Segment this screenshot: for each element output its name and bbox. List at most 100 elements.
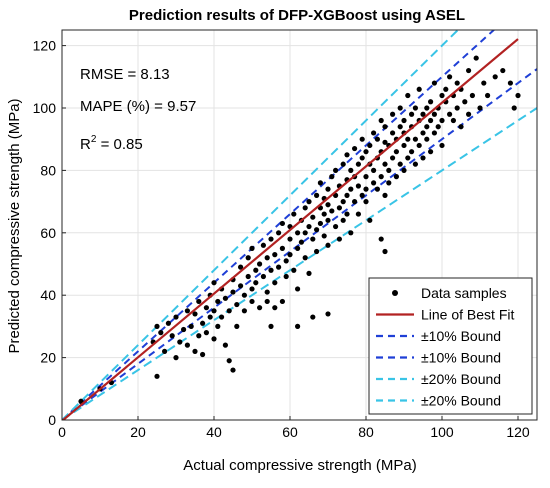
data-point bbox=[466, 111, 472, 117]
data-point bbox=[200, 351, 206, 358]
data-point bbox=[219, 314, 225, 320]
y-ticks: 0 20 40 60 80 100 120 bbox=[33, 38, 66, 428]
data-point bbox=[450, 117, 456, 124]
data-point bbox=[173, 355, 179, 361]
data-point bbox=[203, 305, 209, 311]
data-point bbox=[295, 230, 301, 236]
data-point bbox=[287, 252, 293, 258]
data-point bbox=[397, 105, 403, 111]
data-point bbox=[416, 142, 422, 149]
data-point bbox=[363, 199, 369, 205]
data-point bbox=[302, 255, 308, 261]
data-point bbox=[268, 323, 274, 329]
data-point bbox=[238, 264, 244, 270]
data-point bbox=[348, 186, 354, 192]
data-point bbox=[317, 220, 323, 227]
data-point bbox=[371, 167, 377, 173]
data-point bbox=[314, 192, 320, 198]
data-point bbox=[321, 211, 327, 217]
data-point bbox=[409, 111, 415, 117]
data-point bbox=[234, 323, 240, 329]
data-point bbox=[203, 330, 209, 336]
data-point bbox=[454, 105, 460, 111]
data-point bbox=[310, 214, 316, 220]
data-point bbox=[325, 242, 331, 248]
data-point bbox=[245, 273, 251, 280]
data-point bbox=[329, 174, 335, 180]
data-point bbox=[302, 205, 308, 211]
data-point bbox=[485, 92, 491, 99]
data-point bbox=[268, 236, 274, 242]
data-point bbox=[158, 330, 164, 336]
data-point bbox=[306, 199, 312, 205]
data-point bbox=[378, 117, 384, 124]
data-point bbox=[352, 145, 358, 152]
data-point bbox=[439, 117, 445, 124]
data-point bbox=[230, 367, 236, 373]
data-point bbox=[348, 167, 354, 173]
data-point bbox=[412, 161, 418, 167]
data-point bbox=[405, 136, 411, 142]
data-point bbox=[222, 295, 228, 301]
legend-label: ±20% Bound bbox=[421, 371, 501, 387]
data-point bbox=[405, 92, 411, 99]
data-point bbox=[272, 280, 278, 286]
data-point bbox=[321, 233, 327, 239]
data-point bbox=[401, 167, 407, 173]
data-point bbox=[393, 174, 399, 180]
y-tick-label: 80 bbox=[40, 162, 56, 178]
data-point bbox=[340, 217, 346, 223]
data-point bbox=[211, 336, 217, 342]
data-point bbox=[386, 180, 392, 186]
data-point bbox=[435, 124, 441, 130]
data-point bbox=[272, 305, 278, 311]
legend-label: ±10% Bound bbox=[421, 328, 501, 344]
data-point bbox=[253, 280, 259, 286]
data-point bbox=[382, 161, 388, 167]
data-point bbox=[207, 314, 213, 320]
data-point bbox=[165, 320, 171, 326]
data-point bbox=[333, 167, 339, 173]
data-point bbox=[310, 236, 316, 242]
data-point bbox=[188, 323, 194, 329]
data-point bbox=[473, 55, 479, 61]
data-point bbox=[177, 339, 183, 345]
x-tick-label: 20 bbox=[130, 424, 146, 440]
data-point bbox=[481, 80, 487, 86]
data-point bbox=[336, 236, 342, 242]
y-tick-label: 40 bbox=[40, 287, 56, 303]
data-point bbox=[314, 248, 320, 255]
r2-superscript: 2 bbox=[91, 134, 97, 145]
data-point bbox=[409, 149, 415, 155]
legend-item: Line of Best Fit bbox=[376, 307, 514, 323]
data-point bbox=[325, 311, 331, 317]
y-tick-label: 60 bbox=[40, 225, 56, 241]
data-point bbox=[310, 314, 316, 320]
data-point bbox=[249, 286, 255, 292]
data-point bbox=[249, 298, 255, 305]
legend-item: ±20% Bound bbox=[376, 371, 501, 387]
data-point bbox=[181, 326, 187, 333]
x-tick-label: 80 bbox=[358, 424, 374, 440]
data-point bbox=[287, 236, 293, 242]
data-point bbox=[420, 155, 426, 161]
data-point bbox=[264, 289, 270, 295]
data-point bbox=[447, 74, 453, 80]
data-point bbox=[211, 308, 217, 314]
data-point bbox=[431, 111, 437, 117]
data-point bbox=[420, 130, 426, 136]
y-axis-label: Predicted compressive strength (MPa) bbox=[6, 98, 23, 353]
data-point bbox=[374, 186, 380, 192]
data-point bbox=[371, 180, 377, 186]
data-point bbox=[371, 130, 377, 136]
data-point bbox=[382, 124, 388, 130]
data-point bbox=[234, 301, 240, 308]
data-point bbox=[348, 230, 354, 236]
data-point bbox=[382, 192, 388, 198]
data-point bbox=[359, 136, 365, 142]
best-fit-line bbox=[62, 38, 519, 420]
data-point bbox=[359, 155, 365, 161]
data-point bbox=[431, 130, 437, 136]
data-point bbox=[257, 305, 263, 311]
